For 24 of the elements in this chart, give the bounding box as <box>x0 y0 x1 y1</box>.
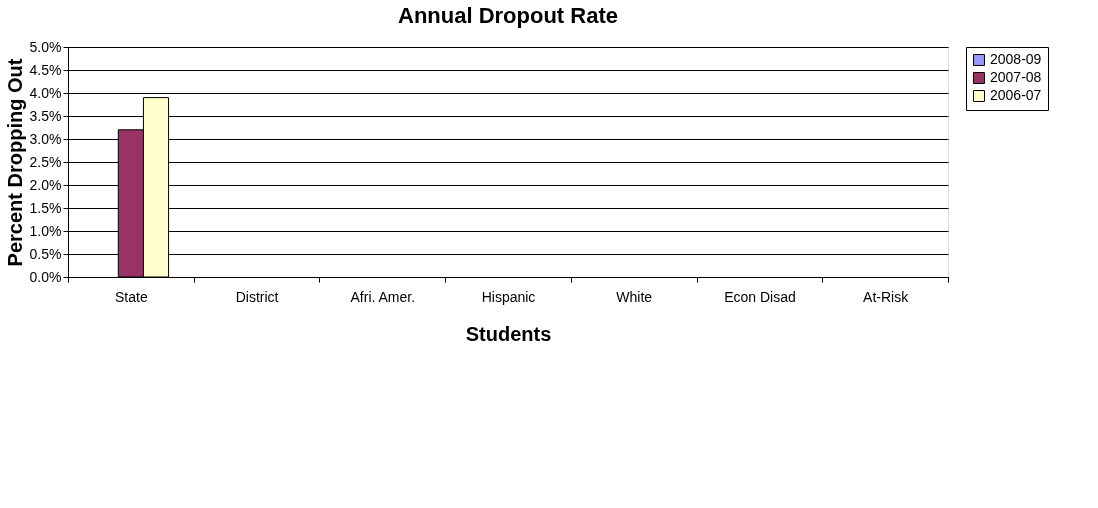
y-tick-label: 3.5% <box>29 107 62 124</box>
y-tick-label: 4.5% <box>29 61 62 78</box>
x-tick-label: State <box>115 288 148 305</box>
chart-title: Annual Dropout Rate <box>398 3 618 28</box>
y-tick-label: 1.5% <box>29 199 62 216</box>
x-tick-label: Econ Disad <box>724 288 796 305</box>
y-tick-label: 1.0% <box>29 222 62 239</box>
y-tick-label: 2.0% <box>29 176 62 193</box>
y-tick-label: 3.0% <box>29 130 62 147</box>
y-tick-label: 4.0% <box>29 84 62 101</box>
x-tick-label: District <box>235 288 279 305</box>
y-axis-title: Percent Dropping Out <box>3 58 26 267</box>
legend-label: 2007-08 <box>990 69 1042 85</box>
y-tick-label: 5.0% <box>29 38 62 55</box>
x-axis-title: Students <box>465 322 552 345</box>
x-tick-label: White <box>616 288 653 305</box>
legend-label: 2006-07 <box>990 87 1042 103</box>
legend-label: 2008-09 <box>990 51 1042 67</box>
x-tick-label: At-Risk <box>863 288 910 305</box>
x-tick-label: Hispanic <box>481 288 536 305</box>
y-tick-label: 2.5% <box>29 153 62 170</box>
y-tick-label: 0.0% <box>29 268 62 285</box>
x-tick-label: Afri. Amer. <box>350 288 416 305</box>
y-tick-label: 0.5% <box>29 245 62 262</box>
